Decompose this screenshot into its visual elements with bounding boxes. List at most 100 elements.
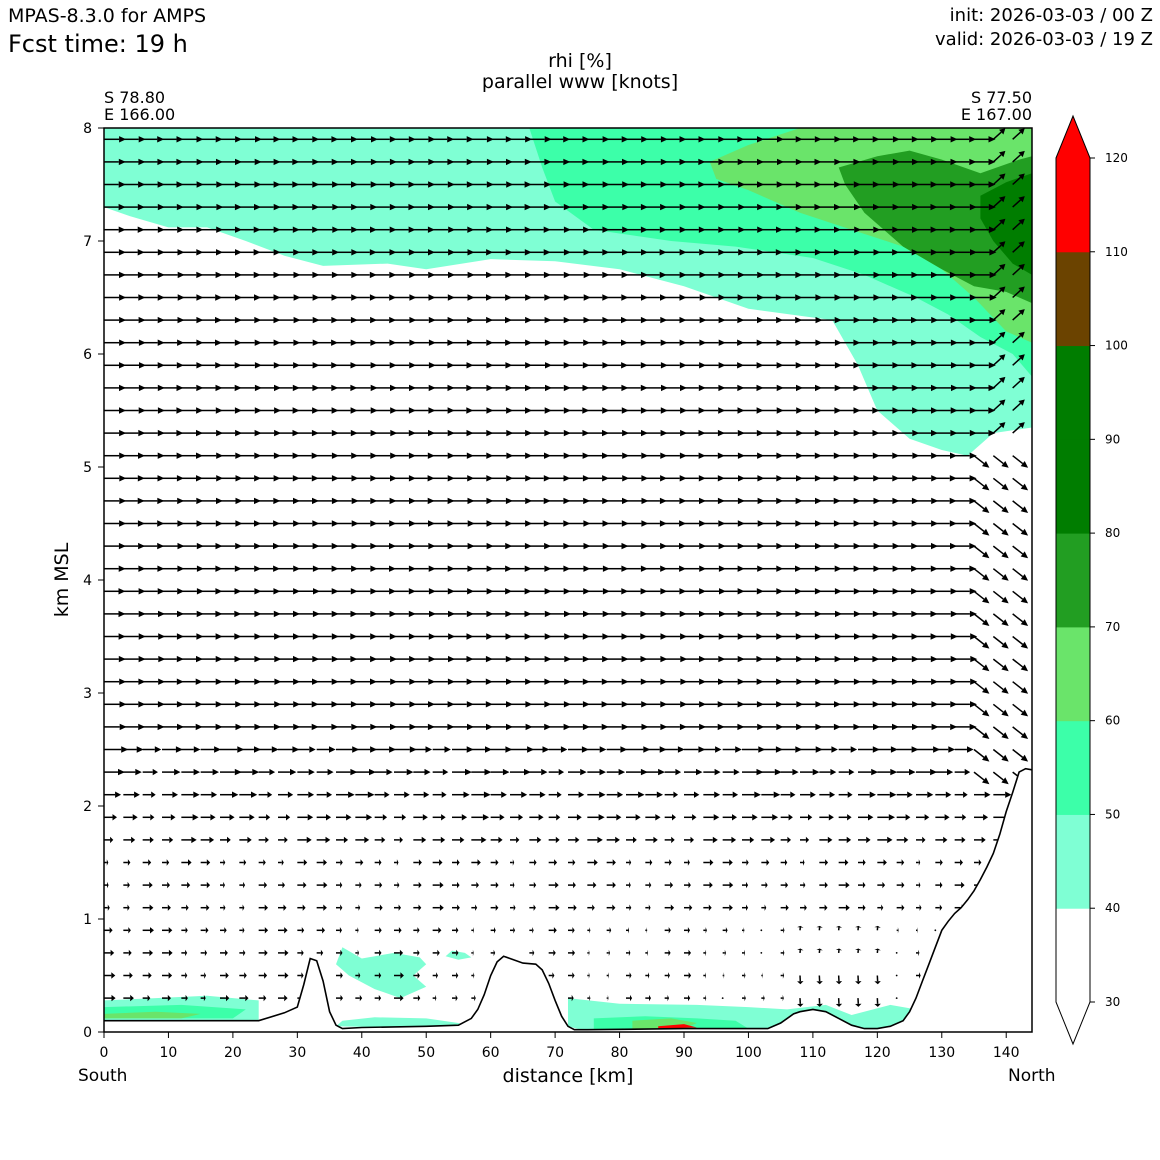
rhi-region-40-10: [336, 1017, 465, 1028]
wind-vector: [568, 542, 591, 550]
wind-vector: [684, 814, 697, 821]
wind-vector: [626, 384, 648, 392]
wind-vector: [413, 136, 436, 143]
wind-vector: [200, 746, 222, 753]
wind-vector: [858, 701, 880, 708]
wind-vector: [742, 859, 749, 866]
wind-vector: [529, 520, 551, 527]
wind-vector: [142, 136, 165, 143]
wind-vector: [548, 181, 571, 188]
wind-vector: [780, 294, 803, 301]
wind-vector: [954, 316, 977, 324]
wind-vector: [606, 949, 610, 957]
wind-vector: [645, 542, 668, 550]
wind-vector: [413, 452, 435, 459]
wind-vector: [374, 746, 397, 753]
wind-vector: [529, 768, 548, 776]
wind-vector: [626, 294, 648, 301]
wind-vector: [239, 316, 262, 324]
wind-vector: [645, 994, 651, 1002]
wind-vector: [895, 997, 898, 999]
wind-vector: [258, 158, 281, 166]
wind-vector: [800, 814, 813, 821]
wind-vector: [877, 475, 900, 482]
wind-vector: [819, 226, 841, 233]
wind-vector: [510, 181, 532, 188]
wind-vector: [587, 655, 610, 663]
wind-vector: [606, 226, 630, 233]
wind-vector: [200, 814, 216, 821]
wind-vector: [181, 384, 204, 392]
wind-vector: [181, 633, 204, 640]
wind-vector: [471, 791, 491, 798]
wind-vector: [974, 791, 991, 798]
wind-vector: [916, 226, 938, 233]
wind-vector: [780, 633, 803, 640]
wind-vector: [336, 723, 359, 731]
wind-vector: [220, 881, 225, 889]
wind-vector: [355, 136, 378, 143]
wind-vector: [452, 542, 475, 550]
wind-vector: [761, 565, 784, 572]
wind-vector: [162, 271, 185, 279]
wind-vector: [355, 384, 378, 392]
wind-vector: [355, 588, 378, 595]
wind-vector: [761, 859, 770, 866]
wind-vector: [529, 475, 551, 482]
wind-vector: [452, 362, 474, 369]
wind-vector: [200, 881, 211, 889]
wind-vector: [394, 791, 410, 798]
wind-vector: [220, 633, 242, 640]
wind-vector: [684, 746, 706, 753]
wind-vector: [780, 362, 803, 369]
wind-vector: [510, 542, 532, 550]
wind-vector: [819, 181, 842, 188]
wind-vector: [490, 226, 513, 233]
wind-vector: [916, 768, 938, 776]
wind-vector: [452, 791, 470, 798]
wind-vector: [104, 768, 125, 776]
wind-vector: [413, 723, 435, 731]
wind-vector: [548, 249, 571, 256]
wind-vector: [104, 497, 127, 505]
wind-vector: [162, 701, 184, 708]
wind-vector: [954, 746, 974, 753]
chart-title: rhi [%]: [548, 50, 612, 72]
wind-vector: [452, 407, 474, 414]
wind-vector: [684, 972, 692, 979]
wind-vector: [413, 203, 435, 211]
wind-vector: [316, 181, 340, 188]
wind-vector: [490, 701, 513, 708]
wind-vector: [761, 452, 784, 459]
wind-vector: [819, 249, 841, 256]
wind-vector: [703, 836, 718, 844]
wind-vector: [780, 859, 788, 866]
wind-vector: [239, 158, 262, 166]
x-tick-label: 60: [482, 1045, 500, 1061]
wind-vector: [954, 859, 963, 866]
wind-vector: [142, 949, 153, 957]
wind-vector: [684, 678, 707, 685]
x-tick-label: 10: [160, 1045, 178, 1061]
wind-vector: [587, 904, 595, 911]
wind-vector: [278, 791, 294, 798]
wind-vector: [780, 158, 803, 166]
wind-vector: [992, 150, 1006, 163]
wind-vector: [432, 655, 455, 663]
wind-vector: [104, 927, 113, 934]
wind-vector: [896, 836, 909, 844]
wind-vector: [645, 362, 668, 369]
wind-vector: [548, 294, 571, 301]
wind-vector: [684, 520, 707, 527]
wind-vector: [626, 429, 648, 437]
wind-vector: [742, 249, 765, 256]
wind-vector: [664, 701, 688, 708]
wind-vector: [316, 927, 325, 934]
wind-vector: [645, 429, 668, 437]
wind-vector: [220, 497, 243, 505]
wind-vector: [819, 429, 842, 437]
wind-vector: [297, 768, 315, 776]
wind-vector: [316, 859, 327, 866]
wind-vector: [239, 407, 262, 414]
wind-vector: [838, 249, 862, 256]
